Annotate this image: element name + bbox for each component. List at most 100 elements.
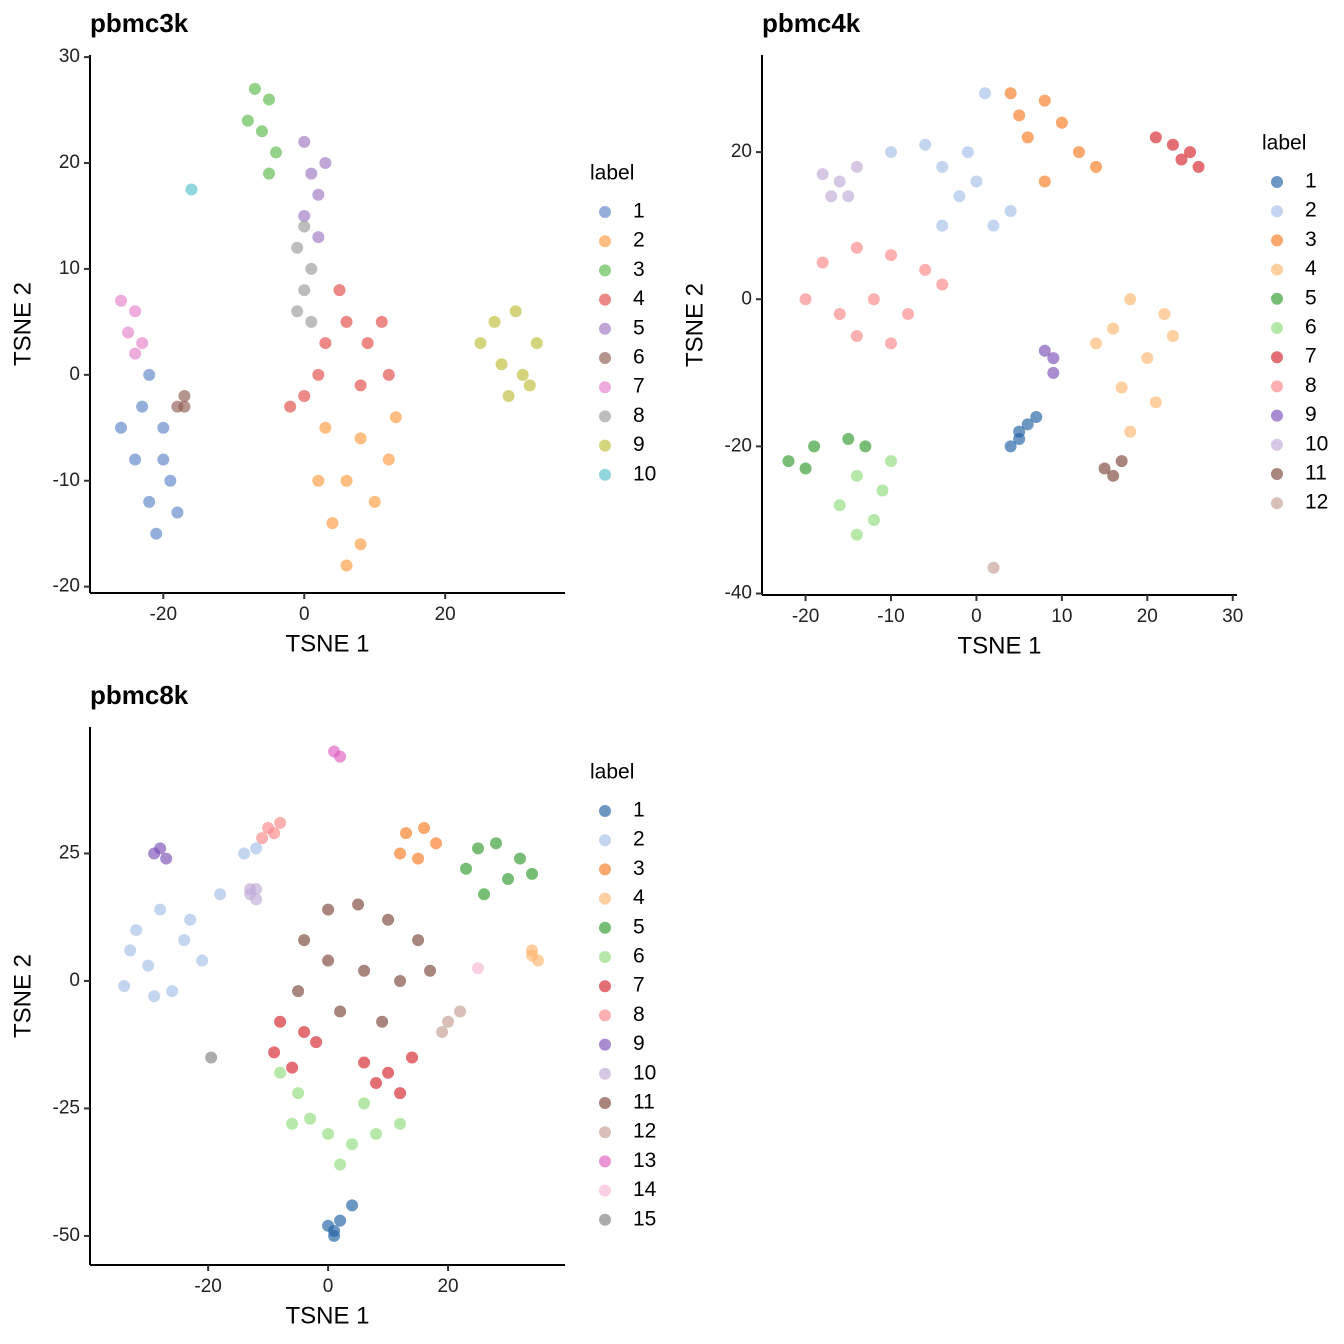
- point: [291, 241, 304, 254]
- point: [352, 898, 365, 911]
- legend-label: 2: [1305, 199, 1317, 222]
- legend-label: 5: [1305, 286, 1317, 309]
- point: [274, 1015, 287, 1028]
- y-tick-label: -20: [53, 576, 80, 597]
- point: [885, 249, 898, 262]
- legend-marker: [1271, 380, 1283, 393]
- point: [334, 1214, 347, 1227]
- y-tick-label: 0: [69, 970, 80, 991]
- point: [1098, 462, 1111, 475]
- legend-marker: [599, 352, 611, 364]
- point: [400, 827, 413, 840]
- legend-marker: [599, 322, 611, 335]
- point: [490, 837, 503, 850]
- point: [394, 1117, 407, 1130]
- x-tick-label: 0: [323, 1276, 334, 1297]
- legend-label: 4: [633, 287, 645, 310]
- point: [333, 284, 346, 297]
- point: [358, 1097, 371, 1110]
- legend-marker: [599, 1009, 611, 1022]
- legend-label: 13: [633, 1149, 656, 1172]
- point: [136, 337, 149, 350]
- point: [118, 980, 131, 993]
- legend-label: 1: [633, 200, 645, 223]
- point: [346, 1138, 359, 1151]
- point: [799, 293, 812, 306]
- point: [936, 278, 949, 291]
- point: [1047, 352, 1060, 365]
- y-tick-label: 25: [59, 842, 80, 863]
- point: [298, 284, 311, 297]
- point: [1124, 425, 1137, 438]
- point: [298, 135, 311, 148]
- point: [115, 294, 128, 307]
- legend-marker: [599, 410, 611, 423]
- point: [970, 175, 983, 188]
- point: [961, 146, 974, 159]
- point: [382, 1066, 395, 1079]
- point: [214, 888, 227, 901]
- point: [263, 167, 276, 180]
- legend-marker: [599, 1126, 611, 1139]
- point: [143, 495, 156, 508]
- point: [1038, 94, 1051, 107]
- point: [394, 847, 407, 860]
- legend-label: 14: [633, 1178, 657, 1201]
- point: [987, 219, 1000, 232]
- point: [370, 1076, 383, 1089]
- point: [326, 517, 339, 530]
- point: [1115, 455, 1128, 468]
- point: [1021, 418, 1034, 431]
- point: [298, 220, 311, 233]
- legend-marker: [599, 892, 611, 905]
- point: [867, 513, 880, 526]
- legend-marker: [599, 1067, 611, 1080]
- point: [1192, 160, 1205, 173]
- x-tick-label: 20: [435, 604, 456, 625]
- point: [495, 358, 508, 371]
- panel-title: pbmc8k: [90, 680, 189, 710]
- point: [885, 455, 898, 468]
- point: [143, 368, 156, 381]
- point: [1090, 337, 1103, 350]
- point: [1166, 330, 1179, 343]
- legend-label: 5: [633, 316, 645, 339]
- point: [523, 379, 536, 392]
- point: [430, 837, 443, 850]
- point: [368, 495, 381, 508]
- legend-marker: [599, 1038, 611, 1051]
- point: [987, 561, 1000, 574]
- point: [1013, 109, 1026, 122]
- legend-marker: [599, 439, 611, 452]
- point: [322, 903, 335, 916]
- point: [478, 888, 491, 901]
- point: [319, 421, 332, 434]
- y-axis-title: TSNE 2: [681, 283, 708, 367]
- legend-marker: [599, 921, 611, 934]
- point: [1115, 381, 1128, 394]
- point: [292, 1087, 305, 1100]
- point: [305, 262, 318, 275]
- legend-marker: [1271, 322, 1283, 334]
- point: [319, 157, 332, 170]
- legend-marker: [1271, 176, 1283, 188]
- point: [354, 538, 367, 551]
- x-tick-label: -20: [194, 1276, 221, 1297]
- point: [154, 842, 167, 855]
- point: [472, 842, 485, 855]
- point: [876, 484, 889, 497]
- legend-label: 6: [633, 346, 645, 369]
- point: [291, 305, 304, 318]
- point: [833, 499, 846, 512]
- y-tick-label: 10: [59, 258, 80, 279]
- point: [850, 469, 863, 482]
- legend-marker: [599, 1097, 611, 1109]
- point: [270, 146, 283, 159]
- legend-label: 7: [1305, 345, 1317, 368]
- legend-label: 9: [1305, 403, 1317, 426]
- point: [376, 1015, 389, 1028]
- point: [312, 188, 325, 201]
- legend-marker: [1271, 409, 1283, 422]
- point: [185, 183, 198, 196]
- point: [842, 190, 855, 203]
